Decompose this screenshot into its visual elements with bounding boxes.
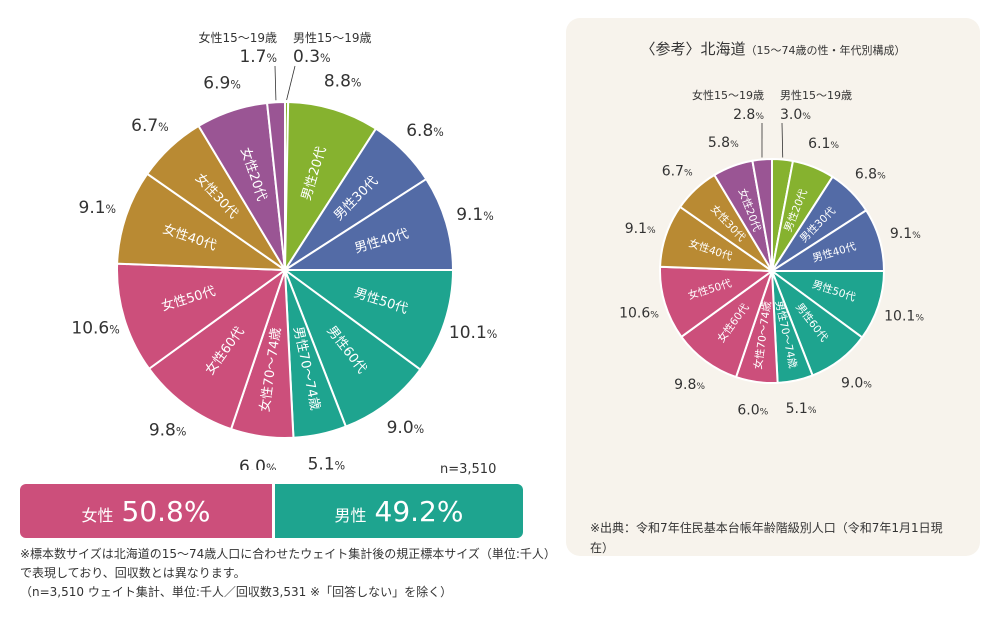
male-label: 男性 [334, 506, 367, 525]
slice-value-label: 9.1% [456, 205, 494, 225]
slice-value-label: 6.7% [131, 116, 169, 136]
pie-slice [659, 265, 775, 339]
slice-value-label: 1.7% [239, 47, 277, 67]
percent-unit: % [730, 140, 739, 150]
sample-pie-chart: 男性15〜19歳0.3%男性20代8.8%男性30代6.8%男性40代9.1%男… [71, 30, 497, 470]
percent-unit: % [487, 328, 498, 341]
slice-value-label: 6.7% [662, 163, 693, 179]
slice-value-label: 6.8% [855, 167, 886, 183]
slice-value-label: 6.0% [737, 403, 768, 419]
reference-pie-chart: 男性15〜19歳3.0%男性20代6.1%男性30代6.8%男性40代9.1%男… [619, 88, 924, 419]
percent-unit: % [830, 141, 839, 151]
slice-value-label: 0.3% [293, 47, 331, 67]
percent-unit: % [109, 324, 120, 337]
leader-line [274, 65, 277, 101]
slice-value-label: 5.8% [708, 135, 739, 151]
pie-slice [147, 267, 287, 431]
reference-title: 〈参考〉北海道（15〜74歳の性・年代別構成） [566, 38, 980, 59]
percent-unit: % [915, 313, 924, 323]
leader-line [781, 122, 784, 158]
slice-name-label: 男性15〜19歳 [780, 88, 852, 102]
percent-unit: % [320, 52, 331, 65]
percent-unit: % [414, 423, 425, 436]
pie-slice [282, 267, 422, 428]
female-label: 女性 [81, 506, 114, 525]
footnote: （n=3,510 ウェイト集計、単位:千人／回収数3,531 ※「回答しない」を… [20, 585, 453, 599]
pie-slice [751, 157, 773, 272]
slice-value-label: 6.1% [808, 136, 839, 152]
percent-unit: % [863, 380, 872, 390]
percent-unit: % [912, 231, 921, 241]
pie-slice [265, 100, 286, 271]
percent-unit: % [760, 408, 769, 418]
percent-unit: % [433, 126, 444, 139]
leader-line [286, 65, 296, 101]
slice-value-label: 9.0% [841, 375, 872, 391]
footnotes: ※標本数サイズは北海道の15〜74歳人口に合わせたウェイト集計後の規正標本サイズ… [20, 545, 560, 602]
pie-slice [116, 262, 288, 371]
slice-value-label: 9.1% [79, 198, 117, 218]
sample-size: n=3,510 [440, 462, 497, 477]
percent-unit: % [696, 382, 705, 392]
percent-unit: % [266, 462, 277, 470]
slice-value-label: 10.1% [884, 308, 924, 324]
slice-value-label: 6.0% [239, 457, 277, 470]
reference-panel: 〈参考〉北海道（15〜74歳の性・年代別構成） 男性15〜19歳 3.0% 男性20… [566, 18, 980, 556]
percent-unit: % [176, 425, 187, 438]
percent-unit: % [267, 52, 278, 65]
female-share-bar: 女性 50.8% [20, 484, 272, 538]
slice-value-label: 6.8% [406, 121, 444, 141]
slice-name-label: 男性15〜19歳 [293, 31, 372, 45]
slice-value-label: 8.8% [324, 72, 362, 92]
slice-value-label: 9.1% [625, 221, 656, 237]
percent-unit: % [230, 78, 241, 91]
slice-value-label: 9.8% [149, 420, 187, 440]
reference-title-sub: （15〜74歳の性・年代別構成） [745, 44, 906, 57]
slice-value-label: 10.6% [71, 319, 119, 339]
slice-value-label: 5.1% [786, 401, 817, 417]
percent-unit: % [802, 112, 811, 122]
percent-unit: % [483, 210, 494, 223]
pie-slice [281, 177, 455, 271]
pie-slice [281, 269, 455, 371]
slice-value-label: 5.1% [308, 455, 346, 470]
pie-slice [116, 172, 289, 272]
percent-unit: % [877, 172, 886, 182]
percent-unit: % [808, 406, 817, 416]
source-note: ※出典：令和7年住民基本台帳年齢階級別人口（令和7年1月1日現在） [590, 521, 943, 555]
slice-name-label: 女性15〜19歳 [198, 30, 277, 45]
percent-unit: % [351, 77, 362, 90]
percent-unit: % [755, 112, 764, 122]
male-value: 49.2% [374, 494, 464, 528]
percent-unit: % [158, 121, 169, 134]
slice-value-label: 9.1% [890, 226, 921, 242]
slice-value-label: 9.0% [387, 418, 425, 438]
slice-value-label: 10.1% [449, 323, 497, 343]
percent-unit: % [106, 203, 117, 216]
slice-value-label: 2.8% [733, 107, 764, 123]
slice-value-label: 9.8% [674, 377, 705, 393]
slice-value-label: 6.9% [203, 73, 241, 93]
slice-value-label: 10.6% [619, 305, 659, 321]
footnote: ※標本数サイズは北海道の15〜74歳人口に合わせたウェイト集計後の規正標本サイズ… [20, 547, 556, 580]
pie-slice [768, 270, 886, 339]
male-share-bar: 男性 49.2% [275, 484, 523, 538]
pie-slice [283, 101, 378, 274]
percent-unit: % [647, 226, 656, 236]
reference-title-main: 〈参考〉北海道 [640, 40, 746, 58]
percent-unit: % [650, 310, 659, 320]
slice-value-label: 3.0% [780, 107, 811, 123]
percent-unit: % [684, 168, 693, 178]
female-value: 50.8% [121, 494, 211, 528]
slice-name-label: 女性15〜19歳 [692, 88, 764, 102]
percent-unit: % [335, 460, 346, 470]
